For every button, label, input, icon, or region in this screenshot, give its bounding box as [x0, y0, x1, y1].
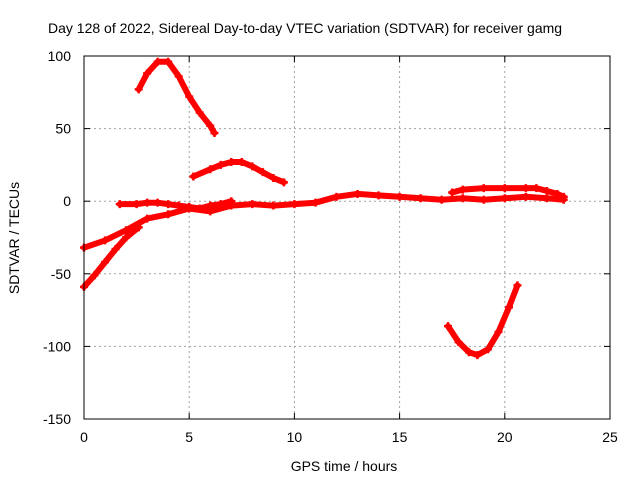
data-point — [458, 185, 467, 194]
data-point — [174, 72, 183, 81]
data-point — [290, 200, 299, 209]
x-tick-label: 15 — [392, 429, 408, 445]
data-point — [279, 178, 288, 187]
data-point — [134, 85, 143, 94]
data-point — [101, 236, 110, 245]
data-point — [473, 351, 482, 360]
series-line-arc-5 — [190, 159, 287, 186]
data-point — [195, 108, 204, 117]
data-point — [153, 198, 162, 207]
x-tick-label: 25 — [602, 429, 618, 445]
y-tick-label: 0 — [63, 193, 71, 209]
data-point — [443, 322, 452, 331]
x-tick-label: 0 — [80, 429, 88, 445]
data-point — [164, 200, 173, 209]
data-point — [143, 214, 152, 223]
data-point — [143, 198, 152, 207]
data-point — [248, 162, 257, 171]
grid-lines — [84, 56, 610, 419]
data-point — [174, 201, 183, 210]
y-tick-label: -50 — [51, 266, 71, 282]
data-point — [185, 203, 194, 212]
x-axis-title: GPS time / hours — [291, 458, 398, 474]
data-point — [115, 200, 124, 209]
data-point — [269, 201, 278, 210]
data-point — [479, 195, 488, 204]
plot-frame — [83, 55, 611, 420]
y-tick-label: 50 — [55, 121, 71, 137]
series-layer — [80, 57, 568, 360]
y-axis-title: SDTVAR / TECUs — [6, 182, 22, 294]
data-point — [164, 57, 173, 66]
data-point — [185, 92, 194, 101]
data-point — [122, 233, 131, 242]
data-point — [153, 57, 162, 66]
data-point — [513, 281, 522, 290]
data-point — [237, 157, 246, 166]
x-tick-label: 5 — [185, 429, 193, 445]
data-point — [542, 194, 551, 203]
data-point — [216, 160, 225, 169]
data-point — [479, 184, 488, 193]
data-point — [553, 189, 562, 198]
data-point — [206, 201, 215, 210]
y-tick-label: -150 — [43, 411, 71, 427]
data-point — [248, 200, 257, 209]
y-tick-label: 100 — [48, 48, 72, 64]
data-point — [542, 187, 551, 196]
data-point — [101, 258, 110, 267]
chart-title: Day 128 of 2022, Sidereal Day-to-day VTE… — [48, 20, 562, 36]
data-point — [458, 194, 467, 203]
data-point — [311, 198, 320, 207]
data-point — [227, 197, 236, 206]
data-point — [90, 271, 99, 280]
data-point — [111, 245, 120, 254]
data-point — [500, 184, 509, 193]
data-point — [164, 210, 173, 219]
data-point — [494, 327, 503, 336]
data-point — [437, 195, 446, 204]
data-point — [122, 226, 131, 235]
y-tick-label: -100 — [43, 338, 71, 354]
x-tick-label: 10 — [287, 429, 303, 445]
data-point — [353, 189, 362, 198]
data-point — [532, 184, 541, 193]
axis-ticks: 0 5 10 15 20 25 -150 -100 -50 0 50 100 — [43, 48, 618, 445]
data-point — [210, 128, 219, 137]
data-point — [454, 338, 463, 347]
data-point — [269, 173, 278, 182]
data-point — [143, 69, 152, 78]
data-point — [227, 157, 236, 166]
data-point — [521, 192, 530, 201]
data-point — [416, 194, 425, 203]
data-point — [216, 200, 225, 209]
data-point — [465, 348, 474, 357]
data-point — [483, 345, 492, 354]
series-line-arc-2 — [81, 224, 142, 290]
data-point — [559, 192, 568, 201]
data-point — [206, 121, 215, 130]
data-point — [189, 172, 198, 181]
data-point — [500, 194, 509, 203]
series-line-arc-6 — [445, 282, 521, 359]
data-point — [132, 200, 141, 209]
data-point — [206, 165, 215, 174]
data-point — [258, 168, 267, 177]
data-point — [395, 192, 404, 201]
data-point — [195, 204, 204, 213]
data-point — [505, 303, 514, 312]
x-tick-label: 20 — [497, 429, 513, 445]
data-point — [521, 184, 530, 193]
data-point — [448, 188, 457, 197]
data-point — [134, 223, 143, 232]
data-point — [332, 192, 341, 201]
data-point — [374, 191, 383, 200]
